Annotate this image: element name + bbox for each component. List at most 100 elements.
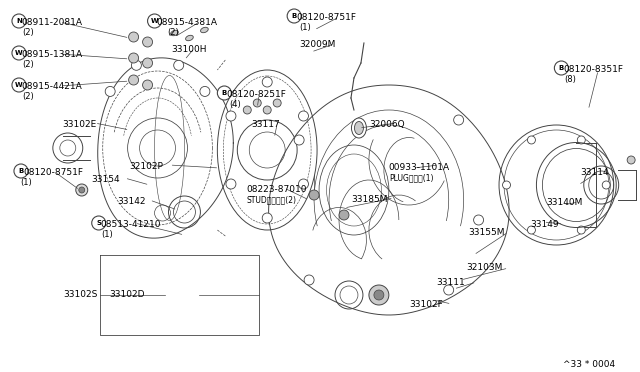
- Circle shape: [243, 106, 252, 114]
- Text: 33185M: 33185M: [351, 195, 387, 204]
- Circle shape: [92, 216, 106, 230]
- Text: 33117: 33117: [252, 120, 280, 129]
- Text: 08223-87010: 08223-87010: [246, 185, 307, 194]
- Circle shape: [129, 75, 139, 85]
- Circle shape: [294, 135, 304, 145]
- Circle shape: [298, 111, 308, 121]
- Circle shape: [577, 136, 586, 144]
- Text: 32009M: 32009M: [299, 40, 335, 49]
- Text: PLUGプラグ(1): PLUGプラグ(1): [389, 173, 433, 182]
- Text: 33102F: 33102F: [409, 300, 442, 309]
- Circle shape: [502, 181, 511, 189]
- Ellipse shape: [200, 27, 208, 33]
- Circle shape: [148, 14, 161, 28]
- Circle shape: [527, 136, 536, 144]
- Text: 08915-1381A: 08915-1381A: [21, 50, 82, 59]
- Circle shape: [304, 275, 314, 285]
- Text: W: W: [15, 82, 23, 88]
- Text: S: S: [96, 220, 101, 226]
- Circle shape: [200, 86, 210, 96]
- Text: 33142: 33142: [118, 197, 146, 206]
- Circle shape: [226, 111, 236, 121]
- Circle shape: [309, 190, 319, 200]
- Text: (4): (4): [229, 100, 241, 109]
- Text: N: N: [16, 18, 22, 24]
- Text: 33102D: 33102D: [109, 290, 145, 299]
- Text: B: B: [221, 90, 227, 96]
- Circle shape: [253, 99, 261, 107]
- Text: 32006Q: 32006Q: [369, 120, 404, 129]
- Circle shape: [173, 60, 184, 70]
- Text: W: W: [15, 50, 23, 56]
- Circle shape: [262, 213, 272, 223]
- Text: 00933-1101A: 00933-1101A: [389, 163, 450, 172]
- Circle shape: [287, 9, 301, 23]
- Text: 33149: 33149: [531, 220, 559, 229]
- Circle shape: [129, 32, 139, 42]
- Text: B: B: [559, 65, 564, 71]
- Text: (2): (2): [22, 60, 34, 69]
- Circle shape: [298, 179, 308, 189]
- Text: 33154: 33154: [92, 175, 120, 184]
- Circle shape: [627, 156, 635, 164]
- Circle shape: [474, 215, 484, 225]
- Text: 08915-4421A: 08915-4421A: [21, 82, 82, 91]
- Text: 08120-8751F: 08120-8751F: [23, 168, 83, 177]
- Text: STUDスタッド(2): STUDスタッド(2): [246, 195, 296, 204]
- Ellipse shape: [186, 35, 193, 41]
- Text: W: W: [150, 18, 159, 24]
- Circle shape: [226, 179, 236, 189]
- Text: 33114: 33114: [580, 168, 609, 177]
- Circle shape: [105, 86, 115, 96]
- Text: (1): (1): [299, 23, 311, 32]
- Text: 33140M: 33140M: [547, 198, 583, 207]
- Text: 33155M: 33155M: [468, 228, 505, 237]
- Circle shape: [12, 46, 26, 60]
- Text: 33100H: 33100H: [172, 45, 207, 54]
- Text: 33111: 33111: [436, 278, 465, 287]
- Text: 32102P: 32102P: [130, 162, 163, 171]
- Text: 32103M: 32103M: [467, 263, 503, 272]
- Text: 08120-8751F: 08120-8751F: [296, 13, 356, 22]
- Text: ^33 * 0004: ^33 * 0004: [563, 360, 616, 369]
- Text: (8): (8): [564, 75, 576, 84]
- Text: (2): (2): [168, 28, 179, 37]
- Circle shape: [527, 226, 536, 234]
- Circle shape: [339, 210, 349, 220]
- Text: 08120-8351F: 08120-8351F: [563, 65, 623, 74]
- Circle shape: [369, 285, 389, 305]
- Circle shape: [273, 99, 281, 107]
- Circle shape: [374, 290, 384, 300]
- Circle shape: [12, 78, 26, 92]
- Circle shape: [14, 164, 28, 178]
- Text: B: B: [291, 13, 297, 19]
- Ellipse shape: [355, 122, 364, 135]
- Circle shape: [602, 181, 610, 189]
- Circle shape: [143, 37, 152, 47]
- Circle shape: [577, 226, 586, 234]
- Text: 33102S: 33102S: [63, 290, 97, 299]
- Circle shape: [454, 115, 463, 125]
- Circle shape: [554, 61, 568, 75]
- Text: (1): (1): [102, 230, 113, 239]
- Text: 33102E: 33102E: [62, 120, 96, 129]
- Text: (2): (2): [22, 92, 34, 101]
- Ellipse shape: [171, 30, 179, 36]
- Circle shape: [79, 187, 84, 193]
- Text: (1): (1): [20, 178, 32, 187]
- Circle shape: [262, 77, 272, 87]
- Circle shape: [218, 86, 231, 100]
- Text: 08915-4381A: 08915-4381A: [157, 18, 218, 27]
- Circle shape: [12, 14, 26, 28]
- Circle shape: [143, 58, 152, 68]
- Text: (2): (2): [22, 28, 34, 37]
- Circle shape: [76, 184, 88, 196]
- Text: B: B: [19, 168, 24, 174]
- Circle shape: [131, 60, 141, 70]
- Text: 08120-8251F: 08120-8251F: [227, 90, 286, 99]
- Circle shape: [129, 53, 139, 63]
- Circle shape: [263, 106, 271, 114]
- Ellipse shape: [351, 118, 367, 138]
- Circle shape: [444, 285, 454, 295]
- Circle shape: [143, 80, 152, 90]
